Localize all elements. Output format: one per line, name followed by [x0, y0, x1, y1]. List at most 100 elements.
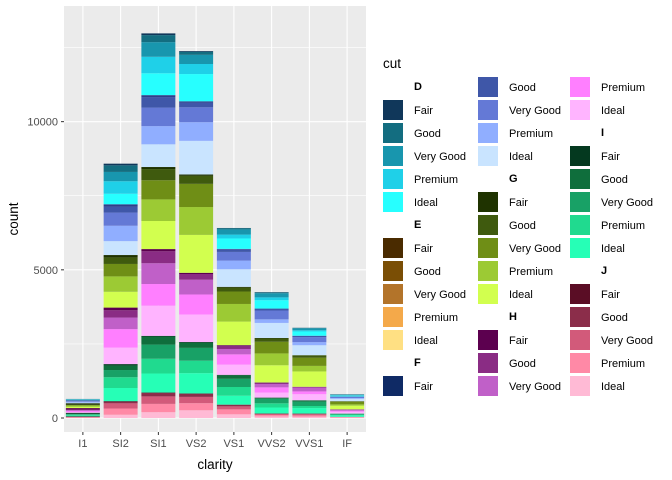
- legend-group-heading: G: [509, 173, 518, 185]
- bar-segment: [65, 402, 100, 404]
- bar-segment: [141, 169, 176, 181]
- bar-segment: [216, 269, 251, 287]
- x-tick-label: VVS1: [295, 438, 323, 450]
- bar-segment: [292, 405, 327, 409]
- legend-label: Ideal: [509, 151, 533, 163]
- y-axis-ticks: 0 5000 10000: [27, 117, 64, 425]
- bar-segment: [330, 405, 365, 410]
- legend-group-heading: H: [509, 311, 517, 323]
- bar-segment: [330, 409, 365, 410]
- legend-swatch: [570, 146, 590, 166]
- bar-segment: [103, 276, 138, 292]
- legend-swatch: [570, 307, 590, 327]
- legend-label: Premium: [414, 312, 458, 324]
- bar-segment: [141, 396, 176, 404]
- bar-segment: [65, 408, 100, 410]
- legend-swatch: [383, 100, 403, 120]
- bar-segment: [141, 95, 176, 98]
- legend-label: Ideal: [601, 381, 625, 393]
- bar-segment: [179, 183, 214, 208]
- bar-segment: [103, 291, 138, 308]
- bars: [65, 33, 365, 418]
- bar-segment: [292, 408, 327, 414]
- bar-segment: [216, 345, 251, 346]
- bar-segment: [330, 396, 365, 398]
- bar-segment: [216, 249, 251, 252]
- bar-segment: [254, 293, 289, 298]
- bar-segment: [141, 249, 176, 252]
- bar-segment: [292, 394, 327, 401]
- bar-segment: [330, 401, 365, 405]
- legend-label: Premium: [601, 82, 645, 94]
- bar-segment: [103, 370, 138, 378]
- bar-segment: [330, 404, 365, 406]
- bar-segment: [179, 74, 214, 102]
- bar-segment: [179, 175, 214, 184]
- legend-label: Fair: [414, 381, 433, 393]
- bar-segment: [141, 167, 176, 170]
- bar-segment: [65, 410, 100, 413]
- bar-segment: [254, 383, 289, 388]
- legend-label: Premium: [509, 128, 553, 140]
- bar-segment: [292, 331, 327, 336]
- bar-segment: [216, 229, 251, 235]
- bar-segment: [179, 403, 214, 411]
- bar-segment: [254, 310, 289, 320]
- legend-swatch: [383, 169, 403, 189]
- bar-segment: [103, 181, 138, 194]
- bar-segment: [141, 33, 176, 36]
- legend-swatch: [478, 353, 498, 373]
- y-tick-label: 10000: [27, 117, 58, 129]
- bar-segment: [141, 284, 176, 306]
- bar-segment: [216, 234, 251, 239]
- legend-swatch: [383, 376, 403, 396]
- bar-segment: [103, 347, 138, 365]
- bar-segment: [254, 415, 289, 417]
- legend-label: Fair: [414, 105, 433, 117]
- legend-swatch: [478, 261, 498, 281]
- legend: cut D Fair Good Very Good Premium Ideal E Fair G…: [383, 56, 653, 396]
- legend-label: Good: [601, 312, 628, 324]
- bar-segment: [179, 54, 214, 65]
- bar-segment: [179, 341, 214, 343]
- legend-swatch: [383, 123, 403, 143]
- bar-segment: [103, 257, 138, 264]
- bar-segment: [103, 263, 138, 277]
- bar-segment: [216, 374, 251, 376]
- bar-segment: [292, 413, 327, 415]
- legend-label: Very Good: [509, 381, 561, 393]
- bar-segment: [141, 344, 176, 359]
- legend-swatch: [570, 169, 590, 189]
- bar-segment: [141, 126, 176, 145]
- bar-segment: [179, 102, 214, 108]
- legend-swatch: [478, 284, 498, 304]
- bar-segment: [292, 416, 327, 418]
- bar-segment: [179, 314, 214, 342]
- bar-segment: [216, 404, 251, 407]
- legend-label: Premium: [509, 266, 553, 278]
- legend-swatch: [383, 192, 403, 212]
- bar-segment: [65, 410, 100, 411]
- bar-segment: [141, 412, 176, 418]
- bar-segment: [254, 322, 289, 338]
- x-tick-label: VVS2: [258, 438, 286, 450]
- bar-segment: [330, 410, 365, 412]
- bar-segment: [216, 228, 251, 230]
- legend-swatch: [570, 100, 590, 120]
- legend-swatch: [478, 146, 498, 166]
- bar-segment: [330, 415, 365, 417]
- legend-label: Good: [601, 174, 628, 186]
- bar-segment: [292, 345, 327, 356]
- bar-segment: [254, 413, 289, 416]
- legend-label: Premium: [601, 220, 645, 232]
- bar-segment: [179, 347, 214, 361]
- bar-segment: [330, 409, 365, 411]
- legend-label: Fair: [509, 335, 528, 347]
- bar-segment: [292, 386, 327, 388]
- bar-segment: [254, 365, 289, 383]
- bar-segment: [141, 221, 176, 250]
- bar-segment: [141, 42, 176, 57]
- legend-group-heading: E: [414, 219, 421, 231]
- legend-label: Good: [509, 82, 536, 94]
- bar-segment: [179, 342, 214, 348]
